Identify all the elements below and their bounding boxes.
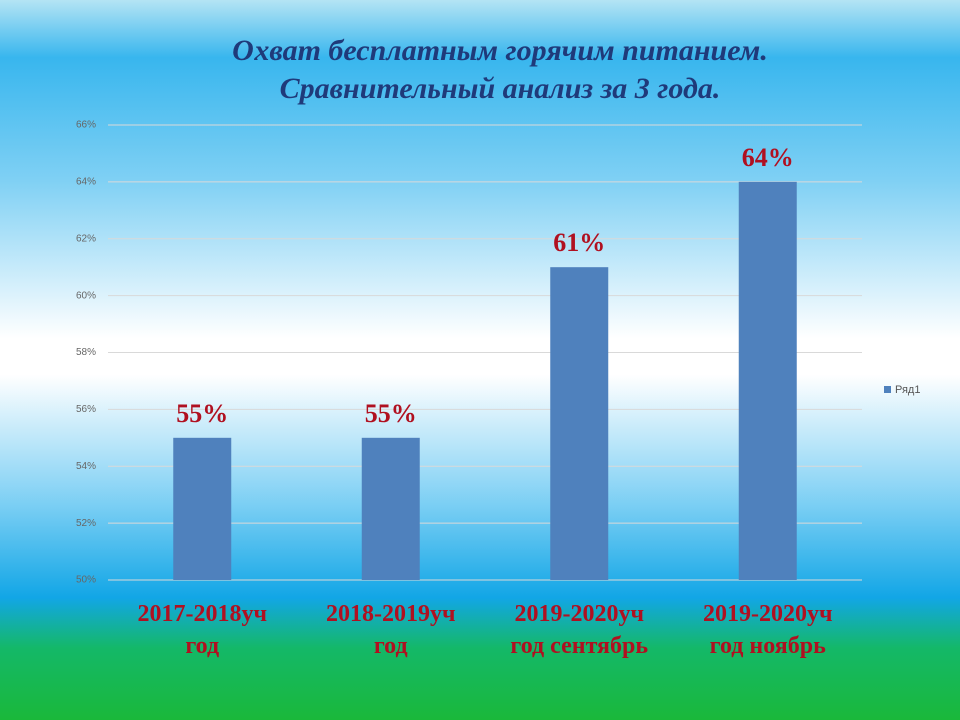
data-label: 55% (176, 399, 228, 428)
y-tick-label: 66% (76, 120, 96, 131)
y-tick-label: 54% (76, 461, 96, 472)
data-label: 55% (365, 399, 417, 428)
legend-swatch (884, 386, 891, 393)
y-tick-label: 58% (76, 347, 96, 358)
y-tick-label: 60% (76, 290, 96, 301)
bar (738, 181, 797, 580)
x-tick-label: 2018-2019уч год (325, 601, 456, 659)
bar (173, 437, 232, 580)
y-tick-label: 64% (76, 177, 96, 188)
y-tick-label: 52% (76, 518, 96, 529)
y-tick-label: 56% (76, 404, 96, 415)
bar (550, 267, 609, 580)
chart-title: Охват бесплатным горячим питанием. Сравн… (232, 34, 768, 105)
y-tick-label: 62% (76, 233, 96, 244)
data-label: 64% (742, 143, 794, 172)
x-tick-label: 2017-2018уч год (137, 601, 268, 659)
data-label: 61% (553, 228, 605, 257)
legend-label: Ряд1 (895, 384, 920, 396)
x-tick-label: 2019-2020уч год сентябрь (510, 601, 649, 659)
bar (361, 437, 420, 580)
x-tick-label: 2019-2020уч год ноябрь (702, 601, 833, 659)
y-tick-label: 50% (76, 575, 96, 586)
